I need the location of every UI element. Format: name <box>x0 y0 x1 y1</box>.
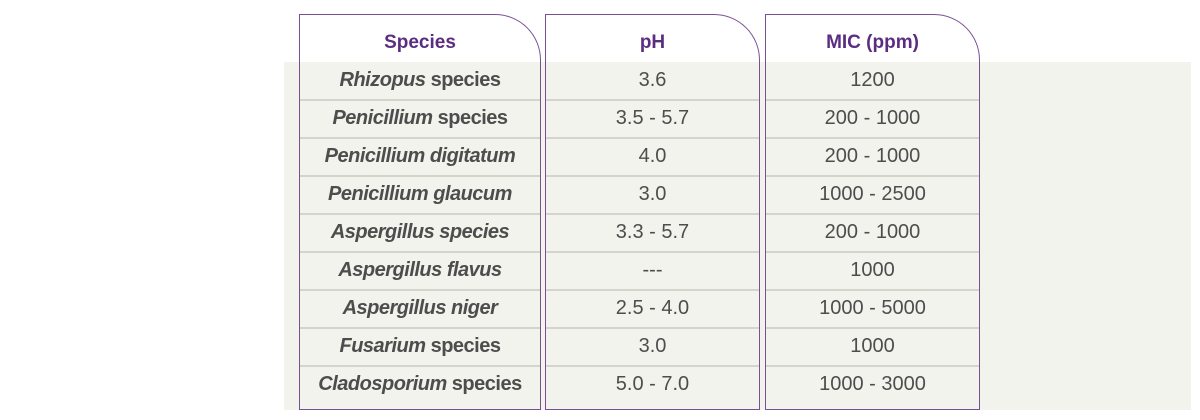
row-separator <box>300 251 540 253</box>
species-italic-name: Rhizopus <box>339 69 427 91</box>
mic-cell: 1000 <box>850 335 895 357</box>
species-column-header: Species <box>384 32 456 53</box>
ph-column-frame <box>545 14 760 410</box>
row-separator <box>766 251 979 253</box>
row-separator <box>546 137 759 139</box>
species-column-frame <box>299 14 541 410</box>
table-row: Penicillium glaucum 3.0 1000 - 2500 <box>0 176 1200 215</box>
row-separator <box>546 175 759 177</box>
species-suffix: species <box>425 69 501 91</box>
mic-column-frame <box>765 14 980 410</box>
species-cell: Fusarium species <box>300 328 540 366</box>
row-separator <box>766 175 979 177</box>
ph-cell: 5.0 - 7.0 <box>615 373 690 395</box>
species-italic-name: Fusarium <box>339 335 427 357</box>
ph-cell: 3.6 <box>638 69 667 91</box>
mic-cell: 1000 - 3000 <box>819 373 926 395</box>
ph-cell: 3.3 - 5.7 <box>615 221 690 243</box>
row-separator <box>546 365 759 367</box>
row-separator <box>300 327 540 329</box>
mic-cell: 200 - 1000 <box>824 107 921 129</box>
species-italic-name: Aspergillus species <box>330 221 510 243</box>
row-separator <box>300 137 540 139</box>
species-italic-name: Penicillium glaucum <box>328 183 512 205</box>
mic-cell: 200 - 1000 <box>824 145 921 167</box>
row-separator <box>546 99 759 101</box>
mic-column-header: MIC (ppm) <box>826 32 919 53</box>
ph-cell: 4.0 <box>638 145 667 167</box>
species-cell: Cladosporium species <box>300 366 540 404</box>
species-italic-name: Aspergillus niger <box>342 297 498 319</box>
species-cell: Penicillium species <box>300 100 540 138</box>
table-row: Rhizopus species 3.6 1200 <box>0 62 1200 101</box>
species-italic-name: Penicillium digitatum <box>324 145 516 167</box>
species-suffix: species <box>425 335 501 357</box>
table-background <box>284 62 1191 410</box>
row-separator <box>766 365 979 367</box>
table-row: Aspergillus niger 2.5 - 4.0 1000 - 5000 <box>0 290 1200 329</box>
species-suffix: species <box>432 107 508 129</box>
row-separator <box>546 327 759 329</box>
table-row: Aspergillus flavus --- 1000 <box>0 252 1200 291</box>
row-separator <box>546 251 759 253</box>
table-body: Rhizopus species 3.6 1200 Penicillium sp… <box>0 62 1200 404</box>
ph-cell: 3.0 <box>638 183 667 205</box>
row-separator <box>300 213 540 215</box>
species-suffix: species <box>446 373 522 395</box>
row-separator <box>766 137 979 139</box>
row-separator <box>300 289 540 291</box>
ph-cell: 3.0 <box>638 335 667 357</box>
ph-cell: --- <box>642 259 663 281</box>
species-cell: Penicillium glaucum <box>300 176 540 214</box>
ph-cell: 3.5 - 5.7 <box>615 107 690 129</box>
row-separator <box>300 365 540 367</box>
mic-cell: 1000 - 5000 <box>819 297 926 319</box>
row-separator <box>766 99 979 101</box>
table-row: Penicillium species 3.5 - 5.7 200 - 1000 <box>0 100 1200 139</box>
row-separator <box>300 175 540 177</box>
species-cell: Penicillium digitatum <box>300 138 540 176</box>
mic-cell: 1000 <box>850 259 895 281</box>
species-cell: Aspergillus niger <box>300 290 540 328</box>
species-cell: Rhizopus species <box>300 62 540 100</box>
species-italic-name: Penicillium <box>332 107 433 129</box>
row-separator <box>766 289 979 291</box>
row-separator <box>300 99 540 101</box>
mic-cell: 1000 - 2500 <box>819 183 926 205</box>
mic-cell: 1200 <box>850 69 895 91</box>
table-row: Fusarium species 3.0 1000 <box>0 328 1200 367</box>
row-separator <box>766 213 979 215</box>
species-italic-name: Cladosporium <box>318 373 447 395</box>
ph-cell: 2.5 - 4.0 <box>615 297 690 319</box>
species-cell: Aspergillus flavus <box>300 252 540 290</box>
row-separator <box>546 289 759 291</box>
row-separator <box>546 213 759 215</box>
table-row: Aspergillus species 3.3 - 5.7 200 - 1000 <box>0 214 1200 253</box>
table-row: Cladosporium species 5.0 - 7.0 1000 - 30… <box>0 366 1200 404</box>
species-italic-name: Aspergillus flavus <box>338 259 502 281</box>
ph-column-header: pH <box>639 32 666 53</box>
row-separator <box>766 327 979 329</box>
mic-cell: 200 - 1000 <box>824 221 921 243</box>
table-row: Penicillium digitatum 4.0 200 - 1000 <box>0 138 1200 177</box>
species-cell: Aspergillus species <box>300 214 540 252</box>
